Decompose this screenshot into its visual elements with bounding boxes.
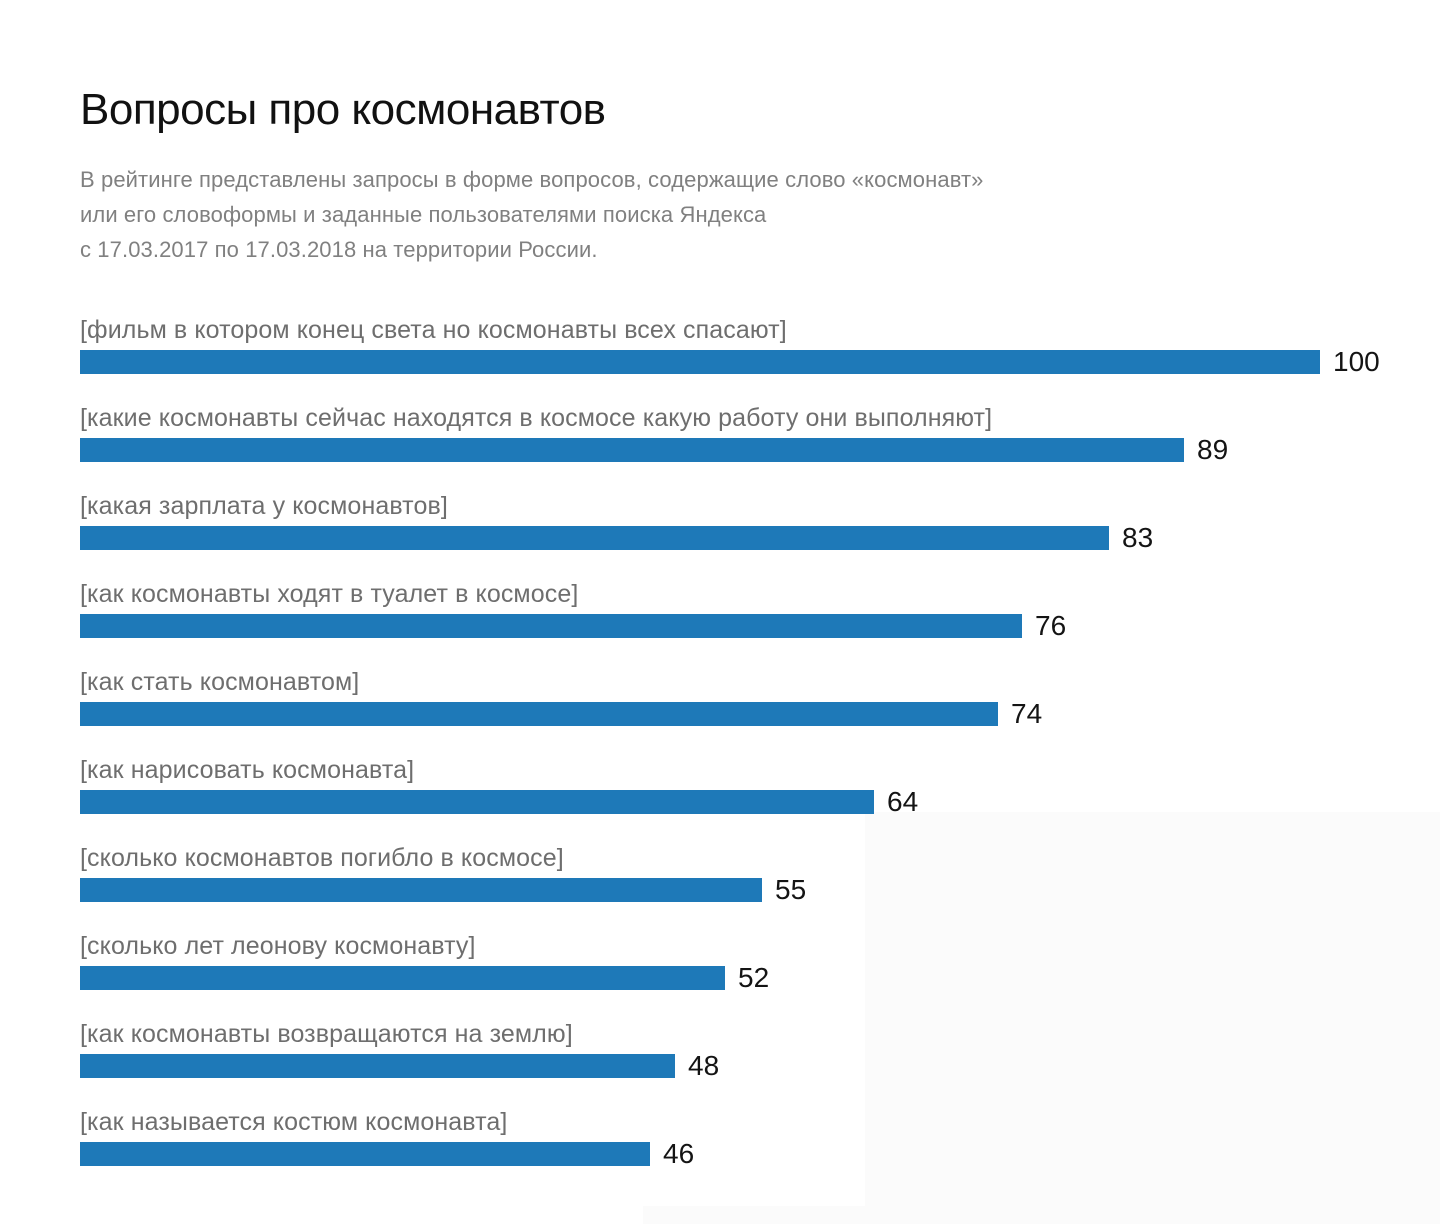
bar-label: [сколько лет леонову космонавту]	[80, 932, 476, 960]
bar-label: [как космонавты возвращаются на землю]	[80, 1020, 573, 1048]
page-title: Вопросы про космонавтов	[80, 85, 606, 134]
bar-line: 55	[80, 874, 1380, 905]
bar-value: 83	[1122, 522, 1154, 553]
bar-row: [какие космонавты сейчас находятся в кос…	[80, 402, 1380, 490]
bar-label: [как стать космонавтом]	[80, 668, 360, 696]
bar-row: [как космонавты ходят в туалет в космосе…	[80, 578, 1380, 666]
bar-label: [как нарисовать космонавта]	[80, 756, 415, 784]
bar-value: 55	[775, 874, 807, 905]
bar-label: [как космонавты ходят в туалет в космосе…	[80, 580, 579, 608]
bar-line: 64	[80, 786, 1380, 817]
chart-content: Вопросы про космонавтов В рейтинге предс…	[80, 85, 1380, 1194]
bar-line: 52	[80, 962, 1380, 993]
bar-row: [как называется костюм космонавта] 46	[80, 1106, 1380, 1194]
bar-value: 76	[1035, 610, 1067, 641]
bar-line: 100	[80, 346, 1380, 377]
bar	[80, 702, 998, 726]
bar	[80, 526, 1109, 550]
bar-line: 46	[80, 1138, 1380, 1169]
bar-line: 89	[80, 434, 1380, 465]
bar	[80, 1054, 675, 1078]
bar-row: [сколько лет леонову космонавту] 52	[80, 930, 1380, 1018]
bar-chart: [фильм в котором конец света но космонав…	[80, 314, 1380, 1194]
bar-value: 52	[738, 962, 770, 993]
bar-row: [как нарисовать космонавта] 64	[80, 754, 1380, 842]
bar	[80, 790, 874, 814]
bar-line: 74	[80, 698, 1380, 729]
background-artifact-bottom	[643, 1206, 1440, 1224]
bar	[80, 966, 725, 990]
bar-value: 89	[1197, 434, 1229, 465]
bar-value: 100	[1333, 346, 1380, 377]
bar	[80, 438, 1184, 462]
background-artifact-right	[865, 812, 1440, 1224]
bar-line: 76	[80, 610, 1380, 641]
bar-row: [фильм в котором конец света но космонав…	[80, 314, 1380, 402]
bar	[80, 1142, 650, 1166]
subtitle-line-1: В рейтинге представлены запросы в форме …	[80, 167, 984, 192]
bar-label: [какие космонавты сейчас находятся в кос…	[80, 404, 993, 432]
bar-label: [сколько космонавтов погибло в космосе]	[80, 844, 564, 872]
bar-value: 48	[688, 1050, 720, 1081]
bar-value: 74	[1011, 698, 1043, 729]
bar	[80, 614, 1022, 638]
bar-row: [какая зарплата у космонавтов] 83	[80, 490, 1380, 578]
bar-row: [как космонавты возвращаются на землю] 4…	[80, 1018, 1380, 1106]
subtitle-line-3: с 17.03.2017 по 17.03.2018 на территории…	[80, 237, 598, 262]
bar-row: [сколько космонавтов погибло в космосе] …	[80, 842, 1380, 930]
bar	[80, 878, 762, 902]
bar-value: 64	[887, 786, 919, 817]
bar-line: 48	[80, 1050, 1380, 1081]
bar-line: 83	[80, 522, 1380, 553]
chart-subtitle: В рейтинге представлены запросы в форме …	[80, 162, 1380, 267]
bar	[80, 350, 1320, 374]
bar-label: [как называется костюм космонавта]	[80, 1108, 508, 1136]
subtitle-line-2: или его словоформы и заданные пользовате…	[80, 202, 767, 227]
bar-value: 46	[663, 1138, 695, 1169]
bar-label: [какая зарплата у космонавтов]	[80, 492, 448, 520]
bar-label: [фильм в котором конец света но космонав…	[80, 316, 787, 344]
bar-row: [как стать космонавтом] 74	[80, 666, 1380, 754]
